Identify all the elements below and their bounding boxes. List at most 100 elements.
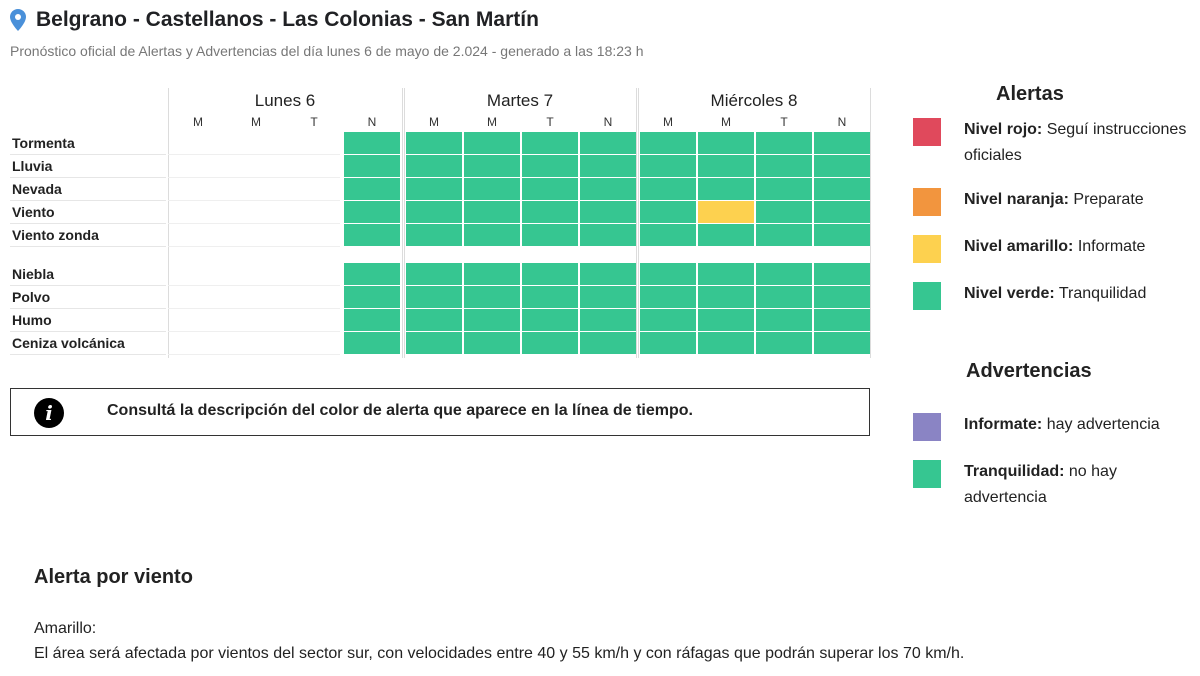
alert-cell-green	[464, 178, 520, 200]
alert-cell-green	[522, 178, 578, 200]
row-divider	[168, 223, 340, 224]
row-label: Humo	[12, 312, 52, 328]
alert-cell-green	[814, 132, 870, 154]
alert-cell-green	[814, 201, 870, 223]
alert-cell-green	[464, 132, 520, 154]
grid-divider	[402, 88, 403, 358]
alert-level-label: Amarillo:	[34, 620, 97, 637]
alert-cell-green	[640, 178, 696, 200]
warning-cell-green	[640, 263, 696, 285]
warning-cell-green	[580, 263, 636, 285]
warning-cell-green	[580, 286, 636, 308]
warning-cell-green	[580, 309, 636, 331]
alert-cell-green	[814, 178, 870, 200]
row-divider	[10, 223, 166, 224]
legend-item-name: Informate:	[964, 416, 1043, 433]
alert-cell-green	[698, 178, 754, 200]
grid-divider	[404, 88, 405, 358]
legend-item-name: Nivel naranja:	[964, 191, 1069, 208]
warning-cell-green	[464, 332, 520, 354]
warning-cell-green	[344, 263, 400, 285]
alert-cell-green	[406, 201, 462, 223]
map-pin-icon	[10, 9, 26, 31]
alert-cell-green	[464, 224, 520, 246]
warning-cell-green	[640, 309, 696, 331]
period-label: M	[663, 115, 673, 129]
row-divider	[10, 285, 166, 286]
row-divider	[168, 177, 340, 178]
legend-item-desc: Preparate	[1073, 191, 1144, 208]
row-divider	[10, 177, 166, 178]
row-label: Polvo	[12, 289, 51, 305]
alert-cell-green	[640, 132, 696, 154]
warning-cell-green	[814, 263, 870, 285]
period-label: M	[251, 115, 261, 129]
period-label: N	[603, 115, 613, 129]
warning-cell-green	[698, 332, 754, 354]
warning-cell-green	[344, 309, 400, 331]
alert-cell-green	[698, 132, 754, 154]
warning-cell-green	[640, 332, 696, 354]
legend-item-desc: Informate	[1077, 238, 1146, 255]
warning-cell-green	[344, 332, 400, 354]
warning-cell-green	[522, 286, 578, 308]
grid-divider	[638, 88, 639, 358]
period-label: M	[721, 115, 731, 129]
warning-cell-green	[406, 332, 462, 354]
legend-warnings-title: Advertencias	[966, 360, 1092, 382]
row-label: Lluvia	[12, 158, 53, 174]
grid-divider	[870, 88, 871, 358]
alert-cell-green	[756, 155, 812, 177]
period-label: T	[780, 115, 788, 129]
alert-cell-green	[580, 224, 636, 246]
warning-cell-green	[580, 332, 636, 354]
legend-item-desc: hay advertencia	[1046, 416, 1160, 433]
day-label: Martes 7	[486, 91, 554, 110]
alert-cell-green	[406, 178, 462, 200]
warning-cell-green	[698, 286, 754, 308]
legend-item-name: Nivel verde:	[964, 285, 1055, 302]
row-divider	[168, 331, 340, 332]
legend-item-informate: Informate: hay advertencia	[964, 412, 1196, 438]
alert-cell-green	[464, 201, 520, 223]
warning-cell-green	[406, 309, 462, 331]
legend-item-orange: Nivel naranja: Preparate	[964, 187, 1196, 213]
warning-cell-green	[344, 286, 400, 308]
alert-cell-green	[580, 132, 636, 154]
alert-cell-green	[406, 224, 462, 246]
row-label: Viento	[12, 204, 55, 220]
alert-cell-green	[814, 224, 870, 246]
period-label: N	[837, 115, 847, 129]
alert-cell-green	[814, 155, 870, 177]
period-label: M	[429, 115, 439, 129]
warning-cell-green	[522, 332, 578, 354]
alert-cell-green	[756, 201, 812, 223]
alert-cell-yellow	[698, 201, 754, 223]
period-label: T	[546, 115, 554, 129]
info-text: Consultá la descripción del color de ale…	[107, 402, 693, 419]
legend-item-tranquilidad: Tranquilidad: no hay advertencia	[964, 459, 1196, 511]
alert-description: El área será afectada por vientos del se…	[34, 645, 965, 662]
warning-cell-green	[756, 286, 812, 308]
alert-cell-green	[698, 155, 754, 177]
alert-cell-green	[522, 155, 578, 177]
legend-swatch-green	[913, 282, 941, 310]
warning-cell-green	[522, 309, 578, 331]
legend-swatch-orange	[913, 188, 941, 216]
alert-cell-green	[580, 201, 636, 223]
warning-cell-green	[814, 332, 870, 354]
alert-cell-green	[344, 132, 400, 154]
row-label: Tormenta	[12, 135, 75, 151]
legend-item-red: Nivel rojo: Seguí instrucciones oficiale…	[964, 117, 1196, 169]
legend-swatch-purple	[913, 413, 941, 441]
alert-cell-green	[756, 132, 812, 154]
row-divider	[10, 154, 166, 155]
legend-item-desc: no hay advertencia	[964, 463, 1117, 506]
warning-cell-green	[406, 286, 462, 308]
alert-cell-green	[580, 178, 636, 200]
alert-timeline: Lunes 6 M M T N Martes 7 M M T N Miércoles 8 M M T N To…	[0, 0, 880, 370]
warning-cell-green	[464, 309, 520, 331]
alert-cell-green	[522, 132, 578, 154]
alert-cell-green	[640, 201, 696, 223]
day-label: Lunes 6	[254, 91, 316, 110]
